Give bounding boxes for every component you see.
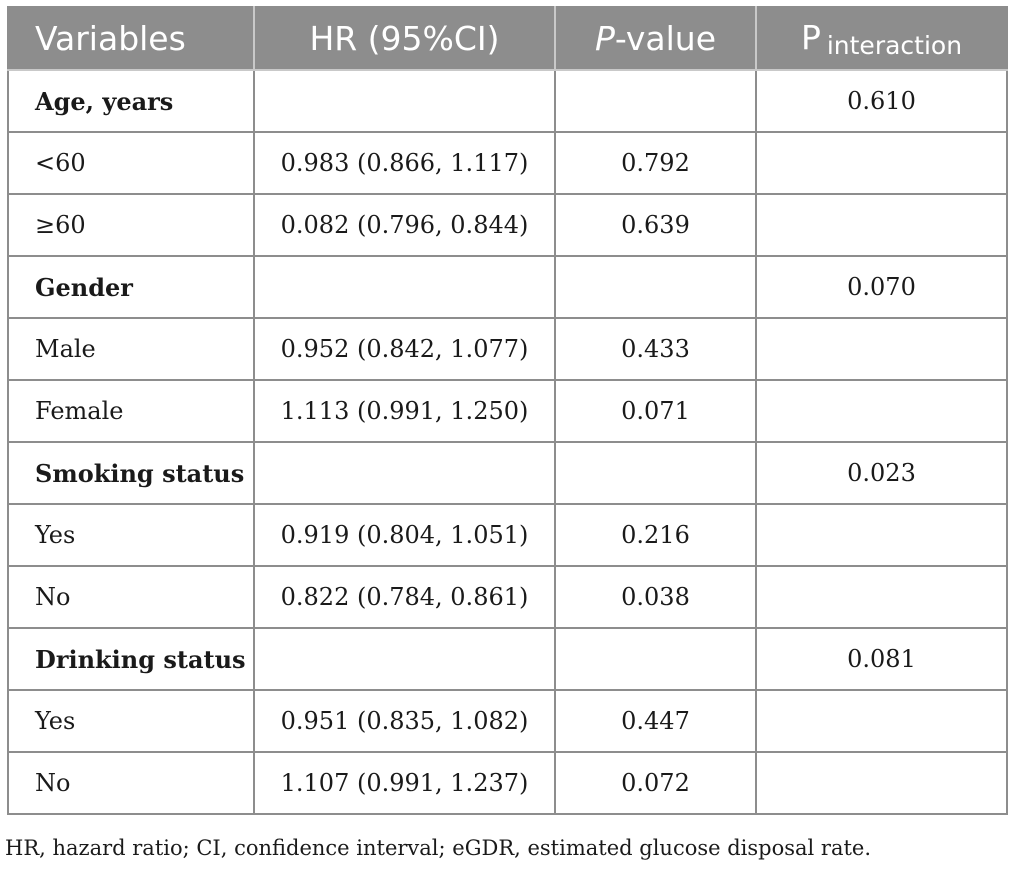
row-p-value: 0.447 xyxy=(554,689,757,753)
row-p-interaction xyxy=(755,193,1008,257)
row-p-value: 0.216 xyxy=(554,503,757,567)
row-label: Gender xyxy=(7,255,255,319)
row-hr: 0.952 (0.842, 1.077) xyxy=(253,317,556,381)
table-row: Drinking status 0.081 xyxy=(7,627,1008,691)
row-p-interaction xyxy=(755,131,1008,195)
table-row: Gender 0.070 xyxy=(7,255,1008,319)
row-label: Drinking status xyxy=(7,627,255,691)
row-p-value xyxy=(554,69,757,133)
row-p-interaction xyxy=(755,689,1008,753)
row-p-value xyxy=(554,441,757,505)
row-label: Female xyxy=(7,379,255,443)
row-p-interaction xyxy=(755,565,1008,629)
header-p-suffix: -value xyxy=(614,19,717,58)
header-pint-main: P xyxy=(800,17,821,57)
header-p-letter: P xyxy=(594,19,615,58)
table-row: Smoking status 0.023 xyxy=(7,441,1008,505)
row-p-interaction: 0.610 xyxy=(755,69,1008,133)
table-footnote: HR, hazard ratio; CI, confidence interva… xyxy=(5,836,872,860)
table-row: Male 0.952 (0.842, 1.077) 0.433 xyxy=(7,317,1008,381)
row-label: Age, years xyxy=(7,69,255,133)
row-p-interaction xyxy=(755,317,1008,381)
row-hr: 1.113 (0.991, 1.250) xyxy=(253,379,556,443)
row-hr: 0.951 (0.835, 1.082) xyxy=(253,689,556,753)
row-p-value xyxy=(554,627,757,691)
row-p-value: 0.038 xyxy=(554,565,757,629)
row-p-interaction: 0.081 xyxy=(755,627,1008,691)
row-hr xyxy=(253,69,556,133)
row-hr: 1.107 (0.991, 1.237) xyxy=(253,751,556,815)
row-hr: 0.919 (0.804, 1.051) xyxy=(253,503,556,567)
table-row: Yes 0.951 (0.835, 1.082) 0.447 xyxy=(7,689,1008,753)
row-p-value: 0.433 xyxy=(554,317,757,381)
row-hr: 0.082 (0.796, 0.844) xyxy=(253,193,556,257)
header-variables: Variables xyxy=(7,6,255,71)
row-label: Yes xyxy=(7,503,255,567)
row-label: ≥60 xyxy=(7,193,255,257)
row-p-interaction: 0.070 xyxy=(755,255,1008,319)
header-pint-sub: interaction xyxy=(826,30,963,60)
row-hr: 0.822 (0.784, 0.861) xyxy=(253,565,556,629)
table-row: No 0.822 (0.784, 0.861) 0.038 xyxy=(7,565,1008,629)
row-p-value: 0.071 xyxy=(554,379,757,443)
table-row: No 1.107 (0.991, 1.237) 0.072 xyxy=(7,751,1008,815)
row-p-value xyxy=(554,255,757,319)
row-hr xyxy=(253,441,556,505)
row-p-value: 0.072 xyxy=(554,751,757,815)
row-label: Smoking status xyxy=(7,441,255,505)
row-p-value: 0.792 xyxy=(554,131,757,195)
row-label: No xyxy=(7,751,255,815)
row-hr xyxy=(253,627,556,691)
row-p-interaction: 0.023 xyxy=(755,441,1008,505)
row-p-value: 0.639 xyxy=(554,193,757,257)
row-label: <60 xyxy=(7,131,255,195)
row-p-interaction xyxy=(755,379,1008,443)
table-row: ≥60 0.082 (0.796, 0.844) 0.639 xyxy=(7,193,1008,257)
row-label: Yes xyxy=(7,689,255,753)
table-row: Age, years 0.610 xyxy=(7,69,1008,133)
row-label: No xyxy=(7,565,255,629)
row-p-interaction xyxy=(755,751,1008,815)
header-hr: HR (95%CI) xyxy=(253,6,556,71)
table-row: Female 1.113 (0.991, 1.250) 0.071 xyxy=(7,379,1008,443)
row-hr xyxy=(253,255,556,319)
row-label: Male xyxy=(7,317,255,381)
row-p-interaction xyxy=(755,503,1008,567)
row-hr: 0.983 (0.866, 1.117) xyxy=(253,131,556,195)
table-row: <60 0.983 (0.866, 1.117) 0.792 xyxy=(7,131,1008,195)
header-p-value: P-value xyxy=(554,6,757,71)
table-row: Yes 0.919 (0.804, 1.051) 0.216 xyxy=(7,503,1008,567)
